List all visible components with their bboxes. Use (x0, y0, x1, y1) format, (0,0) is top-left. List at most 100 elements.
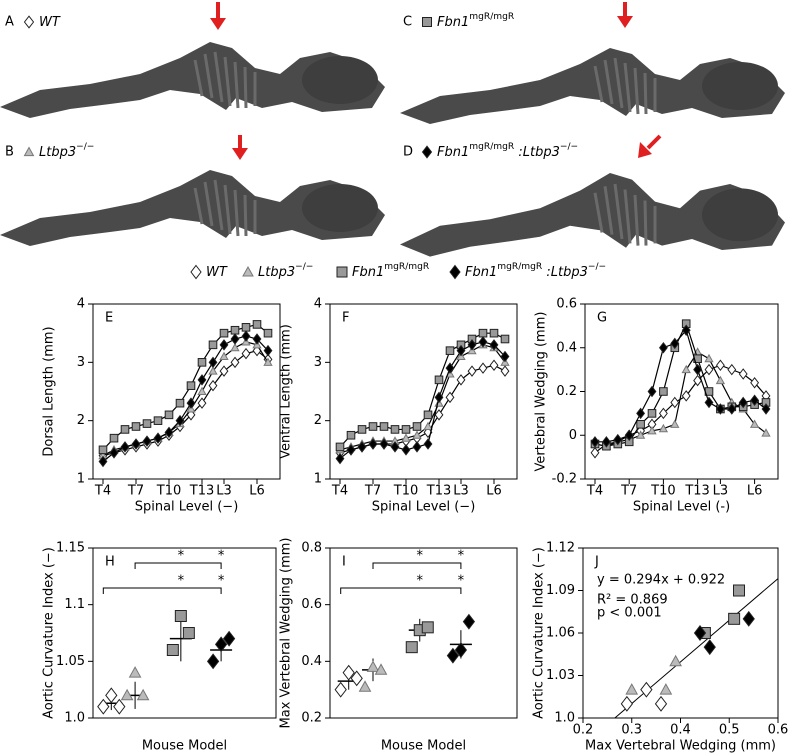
genotype-label: Fbn1mgR/mgR :Ltbp3−/− (437, 142, 578, 160)
marker (164, 426, 174, 439)
marker (423, 410, 433, 420)
y-tick-label: 1 (314, 472, 322, 487)
marker (647, 409, 657, 418)
arrowhead (232, 148, 248, 160)
marker (263, 328, 273, 338)
marker (98, 445, 108, 455)
y-tick-label: 1.0 (64, 711, 85, 726)
series-line (102, 323, 269, 451)
marker (190, 264, 202, 280)
genotype-label-part: Ltbp3 (39, 145, 76, 160)
marker (230, 342, 240, 352)
legend-label-part: Fbn1 (465, 265, 497, 280)
genotype-label-part: −/− (560, 142, 578, 152)
marker (761, 428, 771, 437)
arrow (646, 134, 662, 150)
legend-label: WT (206, 265, 228, 280)
marker (405, 641, 418, 654)
y-tick-label: 1 (77, 472, 85, 487)
marker (175, 398, 185, 408)
x-axis-label: Max Vertebral Wedging (mm) (585, 739, 776, 754)
panel-letter: B (5, 145, 14, 160)
x-tick-label: T4 (331, 484, 348, 499)
y-axis-label: Vertebral Wedging (mm) (534, 312, 549, 472)
x-tick-label: 0.5 (719, 723, 740, 738)
marker (715, 375, 726, 385)
marker (113, 698, 126, 715)
marker (334, 681, 347, 698)
x-tick-label: T13 (426, 484, 451, 499)
marker (750, 394, 760, 407)
panel-letter: H (105, 555, 115, 570)
genotype-label: Ltbp3−/− (39, 142, 94, 160)
marker (750, 376, 760, 389)
y-tick-label: 4 (314, 297, 322, 312)
marker (97, 698, 110, 715)
legend-label-part: WT (206, 265, 228, 280)
marker (445, 362, 455, 374)
marker (350, 670, 363, 687)
y-tick-label: 1.15 (56, 541, 85, 556)
plot-frame (92, 303, 281, 480)
marker (153, 432, 163, 444)
series-line (339, 344, 506, 451)
marker (727, 363, 737, 376)
marker (500, 365, 510, 377)
marker (230, 325, 240, 335)
marker (693, 363, 703, 376)
marker (166, 644, 179, 656)
marker (197, 386, 207, 396)
x-tick-label: 0.2 (573, 723, 594, 738)
marker (489, 328, 499, 338)
marker (142, 435, 152, 447)
marker (454, 642, 468, 658)
marker (342, 664, 355, 681)
significance-bracket (134, 562, 222, 569)
marker (230, 333, 240, 345)
marker (738, 396, 748, 409)
marker (669, 654, 682, 667)
marker (620, 695, 634, 712)
marker (186, 381, 196, 390)
marker (423, 421, 433, 431)
y-tick-label: 0.4 (556, 340, 577, 355)
significance-star: * (218, 574, 225, 589)
x-tick-label: T7 (127, 484, 144, 499)
series-line (102, 350, 269, 457)
x-tick-label: T7 (364, 484, 381, 499)
marker (742, 610, 755, 627)
genotype-label: Fbn1mgR/mgR (437, 12, 515, 30)
y-axis-label: Aortic Curvature Index (−) (42, 547, 57, 719)
marker (401, 433, 411, 442)
x-axis-label: Mouse Model (142, 739, 227, 754)
marker (374, 663, 388, 675)
y-tick-label: 2 (77, 413, 85, 428)
marker (412, 422, 422, 431)
marker (738, 368, 748, 380)
marker (625, 683, 639, 695)
marker (489, 339, 499, 351)
series-line (102, 341, 269, 457)
marker (358, 680, 372, 692)
panel-letter: G (597, 311, 607, 326)
marker (23, 15, 35, 29)
significance-star: * (458, 574, 465, 589)
marker (136, 688, 150, 701)
legend-label-part: Ltbp3 (258, 265, 295, 280)
marker (357, 425, 367, 434)
y-tick-label: 1.09 (546, 583, 575, 598)
marker (434, 391, 444, 404)
series-line (594, 322, 767, 447)
marker (241, 347, 251, 360)
series-line (339, 341, 506, 460)
marker (590, 446, 600, 459)
panel-letter: A (5, 15, 14, 30)
marker (219, 328, 229, 338)
marker (658, 341, 668, 354)
series-line (594, 351, 767, 447)
genotype-label: WT (39, 15, 61, 30)
marker (219, 365, 229, 377)
marker (208, 340, 218, 350)
marker (681, 364, 691, 374)
